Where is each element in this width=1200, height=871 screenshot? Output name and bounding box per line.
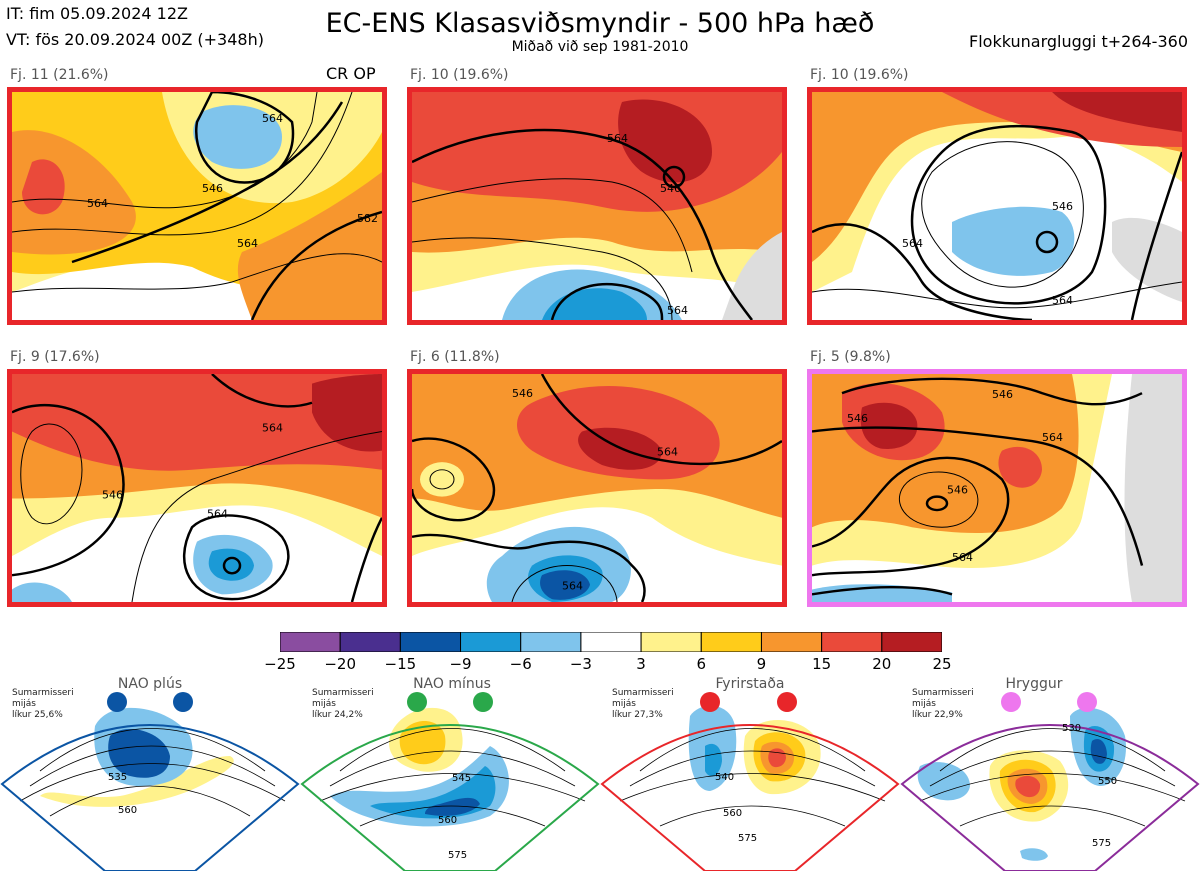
contour-label: 564 — [262, 112, 283, 125]
colorbar-tick-label: 20 — [872, 655, 892, 673]
colorbar-swatch — [640, 632, 702, 652]
colorbar-tick-label: −15 — [384, 655, 417, 673]
regime-info: Sumarmisseri mijás líkur 27,3% — [612, 688, 674, 720]
colorbar-tick-label: 6 — [696, 655, 707, 673]
valid-time: VT: fös 20.09.2024 00Z (+348h) — [6, 30, 264, 49]
colorbar-tick-label: −6 — [509, 655, 532, 673]
contour-label: 564 — [1052, 294, 1073, 307]
colorbar-swatch — [881, 632, 942, 652]
contour-label: 535 — [108, 772, 127, 783]
regime-fyrirstada: 540 560 575 Sumarmisseri mijás líkur 27,… — [600, 676, 900, 871]
contour-label: 564 — [902, 237, 923, 250]
contour-label: 545 — [452, 773, 471, 784]
contour-label: 564 — [1042, 431, 1063, 444]
contour-label: 564 — [262, 422, 283, 435]
contour-label: 575 — [448, 850, 467, 861]
regime-name: Fyrirstaða — [715, 676, 785, 692]
contour-label: 582 — [357, 212, 378, 225]
contour-label: 564 — [562, 580, 583, 593]
contour-label: 546 — [992, 388, 1013, 401]
cluster-map-3: 564 546 564 — [807, 87, 1187, 325]
regime-info: Sumarmisseri mijás líkur 24,2% — [312, 688, 374, 720]
panel-tag: CR OP — [326, 64, 376, 83]
colorbar-tick-label: −9 — [449, 655, 472, 673]
init-time: IT: fim 05.09.2024 12Z — [6, 4, 188, 23]
contour-label: 564 — [87, 197, 108, 210]
panel-label: Fj. 10 (19.6%) — [410, 67, 509, 83]
contour-label: 564 — [207, 508, 228, 521]
colorbar-tick-label: 3 — [636, 655, 646, 673]
regime-info: Sumarmisseri mijás líkur 22,9% — [912, 688, 974, 720]
cluster-map-5: 546 564 564 — [407, 369, 787, 607]
regime-marker-icon — [107, 692, 127, 712]
regime-marker-icon — [700, 692, 720, 712]
cluster-map-6: 546 546 564 564 546 — [807, 369, 1187, 607]
regime-name: NAO mínus — [413, 676, 491, 692]
regime-marker-icon — [1001, 692, 1021, 712]
colorbar-swatch — [700, 632, 762, 652]
contour-label: 546 — [847, 412, 868, 425]
colorbar-swatch — [280, 632, 341, 652]
regime-marker-icon — [407, 692, 427, 712]
colorbar-tick-label: 15 — [812, 655, 832, 673]
panel-label: Fj. 11 (21.6%) — [10, 67, 109, 83]
regime-nao-minus: 545 560 575 Sumarmisseri mijás líkur 24,… — [300, 676, 600, 871]
contour-label: 575 — [738, 833, 757, 844]
contour-label: 546 — [202, 182, 223, 195]
contour-label: 546 — [512, 387, 533, 400]
colorbar-swatch — [399, 632, 462, 652]
regime-hryggur: 530 550 575 Sumarmisseri mijás líkur 22,… — [900, 676, 1200, 871]
colorbar-swatch — [460, 632, 522, 652]
contour-label: 560 — [723, 808, 742, 819]
contour-label: 575 — [1092, 838, 1111, 849]
colorbar-swatch — [760, 632, 823, 652]
colorbar-tick-label: 25 — [932, 655, 952, 673]
regime-marker-icon — [1077, 692, 1097, 712]
contour-label: 564 — [237, 237, 258, 250]
colorbar-tick-label: −3 — [569, 655, 592, 673]
cluster-map-2: 564 546 564 — [407, 87, 787, 325]
contour-label: 564 — [657, 446, 678, 459]
cluster-map-1: 564 546 582 564 564 — [7, 87, 387, 325]
colorbar-swatch — [520, 632, 582, 652]
contour-label: 546 — [947, 484, 968, 497]
colorbar-tick-label: −25 — [264, 655, 296, 673]
contour-label: 560 — [118, 805, 137, 816]
panel-label: Fj. 10 (19.6%) — [810, 67, 909, 83]
regime-marker-icon — [473, 692, 493, 712]
regime-marker-icon — [777, 692, 797, 712]
colorbar-tick-label: −20 — [324, 655, 356, 673]
contour-label: 564 — [952, 551, 973, 564]
chart-subtitle: Miðað við sep 1981-2010 — [511, 39, 689, 55]
chart-title: EC-ENS Klasasviðsmyndir - 500 hPa hæð — [325, 8, 875, 39]
panel-label: Fj. 9 (17.6%) — [10, 349, 100, 365]
colorbar-swatch — [339, 632, 401, 652]
colorbar-swatch — [821, 632, 883, 652]
regime-name: NAO plús — [117, 676, 183, 692]
contour-label: 550 — [1098, 776, 1117, 787]
regime-nao-plus: 535 560 Sumarmisseri mijás líkur 25,6% N… — [0, 676, 300, 871]
contour-label: 564 — [667, 304, 688, 317]
contour-label: 546 — [660, 182, 681, 195]
regime-info: Sumarmisseri mijás líkur 25,6% — [12, 688, 74, 720]
classification-window: Flokkunargluggi t+264-360 — [969, 32, 1188, 51]
colorbar — [280, 632, 942, 652]
contour-label: 540 — [715, 772, 734, 783]
cluster-map-4: 546 564 564 — [7, 369, 387, 607]
panel-label: Fj. 5 (9.8%) — [810, 349, 891, 365]
regime-marker-icon — [173, 692, 193, 712]
regime-name: Hryggur — [1005, 676, 1063, 692]
contour-label: 546 — [102, 489, 123, 502]
contour-label: 564 — [607, 132, 628, 145]
contour-label: 560 — [438, 815, 457, 826]
colorbar-tick-label: 9 — [756, 655, 767, 673]
colorbar-swatch — [580, 632, 642, 652]
contour-label: 546 — [1052, 200, 1073, 213]
panel-label: Fj. 6 (11.8%) — [410, 349, 500, 365]
contour-label: 530 — [1062, 723, 1081, 734]
